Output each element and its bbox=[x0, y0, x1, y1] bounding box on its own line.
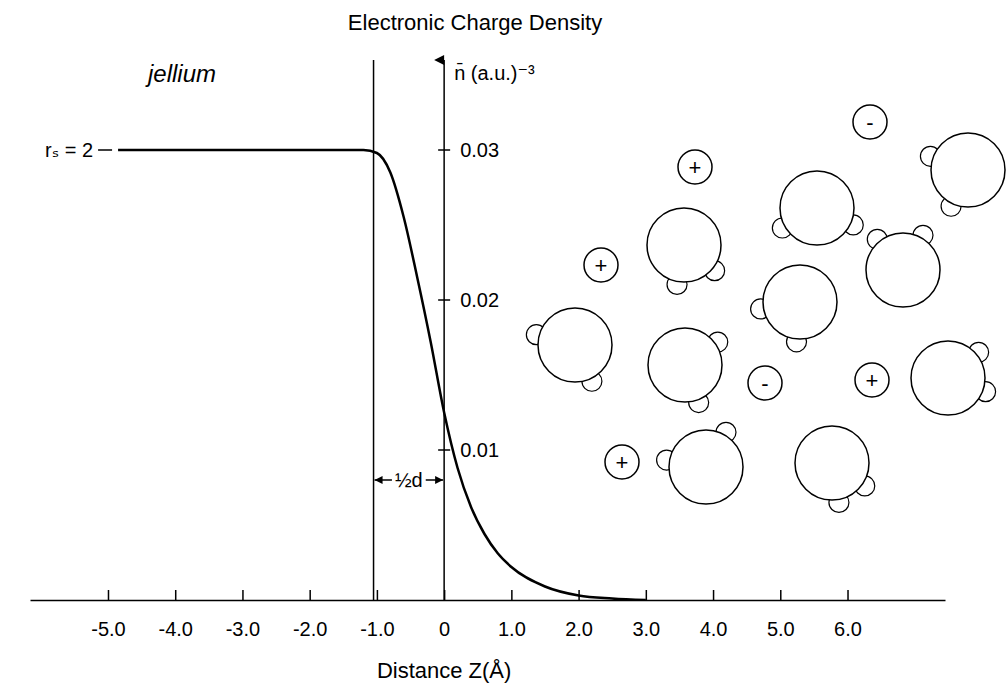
y-tick: 0.03 bbox=[438, 139, 499, 161]
y-axis: 0.01 0.02 0.03 bbox=[438, 139, 499, 461]
x-tick-label: -2.0 bbox=[293, 618, 327, 640]
ion: + bbox=[584, 248, 618, 282]
water-molecule bbox=[751, 265, 837, 352]
x-tick-label: 4.0 bbox=[700, 618, 728, 640]
ion-label: + bbox=[866, 368, 879, 393]
y-tick-mark bbox=[438, 449, 450, 451]
y-axis-line bbox=[443, 60, 445, 600]
density-curve bbox=[118, 150, 646, 600]
half-d-arrow bbox=[375, 479, 392, 481]
oxygen bbox=[648, 328, 722, 402]
y-tick-mark bbox=[438, 149, 450, 151]
ion: + bbox=[855, 363, 889, 397]
x-tick-mark bbox=[309, 590, 311, 600]
x-tick: -3.0 bbox=[226, 590, 260, 640]
ion-circle bbox=[748, 366, 782, 400]
x-tick-mark bbox=[780, 590, 782, 600]
water-molecule bbox=[795, 426, 875, 512]
x-tick-label: 0 bbox=[439, 618, 450, 640]
half-d-arrow bbox=[426, 479, 443, 481]
ion-label: + bbox=[689, 155, 702, 180]
x-tick: 3.0 bbox=[632, 590, 660, 640]
water-molecule bbox=[772, 171, 863, 245]
ion-circle bbox=[678, 150, 712, 184]
ions: + + - - + + bbox=[584, 105, 889, 479]
x-tick-label: 3.0 bbox=[632, 618, 660, 640]
oxygen bbox=[780, 171, 854, 245]
oxygen bbox=[538, 308, 612, 382]
y-axis-title: n̄ (a.u.)⁻³ bbox=[454, 62, 535, 84]
x-tick: 5.0 bbox=[767, 590, 795, 640]
level-dash bbox=[98, 149, 112, 151]
ion-circle bbox=[584, 248, 618, 282]
ion: - bbox=[853, 105, 887, 139]
x-tick-mark bbox=[242, 590, 244, 600]
x-axis-title: Distance Z(Å) bbox=[377, 658, 511, 683]
chart: -5.0 -4.0 -3.0 -2.0 -1.0 0 1.0 2.0 3.0 4.0 5.0 6.0 0… bbox=[0, 0, 1007, 693]
chart-title: Electronic Charge Density bbox=[348, 10, 602, 35]
y-tick-label: 0.02 bbox=[460, 289, 499, 311]
water-molecule bbox=[911, 341, 996, 415]
x-tick: 4.0 bbox=[700, 590, 728, 640]
x-tick: -5.0 bbox=[91, 590, 125, 640]
ion-circle bbox=[605, 445, 639, 479]
water-molecule bbox=[647, 208, 725, 294]
y-tick-label: 0.01 bbox=[460, 439, 499, 461]
ion-label: + bbox=[616, 450, 629, 475]
x-tick-label: -5.0 bbox=[91, 618, 125, 640]
x-tick: -2.0 bbox=[293, 590, 327, 640]
annotation: jellium bbox=[145, 60, 216, 87]
x-tick-label: -4.0 bbox=[158, 618, 192, 640]
oxygen bbox=[911, 341, 985, 415]
ion: + bbox=[605, 445, 639, 479]
x-tick: 6.0 bbox=[834, 590, 862, 640]
x-tick-label: 1.0 bbox=[498, 618, 526, 640]
water-molecule bbox=[866, 225, 940, 307]
plot-area bbox=[118, 150, 646, 600]
water-molecule bbox=[657, 422, 743, 504]
ion-label: - bbox=[761, 371, 768, 396]
oxygen bbox=[669, 430, 743, 504]
x-axis: -5.0 -4.0 -3.0 -2.0 -1.0 0 1.0 2.0 3.0 4.0 5.0 6.0 bbox=[31, 590, 946, 640]
ion-label: + bbox=[595, 253, 608, 278]
ion-circle bbox=[853, 105, 887, 139]
oxygen bbox=[795, 426, 869, 500]
x-tick-label: -1.0 bbox=[360, 618, 394, 640]
ion: + bbox=[678, 150, 712, 184]
ion: - bbox=[748, 366, 782, 400]
oxygen bbox=[931, 133, 1005, 207]
x-tick-mark bbox=[175, 590, 177, 600]
x-tick-label: 5.0 bbox=[767, 618, 795, 640]
x-tick-mark bbox=[713, 590, 715, 600]
solvent bbox=[526, 133, 1005, 512]
x-tick-label: 6.0 bbox=[834, 618, 862, 640]
half-d-label: ½d bbox=[395, 469, 423, 491]
water-molecule bbox=[920, 133, 1005, 216]
x-tick: 1.0 bbox=[498, 590, 526, 640]
x-tick-mark bbox=[847, 590, 849, 600]
x-tick-mark bbox=[108, 590, 110, 600]
ion-circle bbox=[855, 363, 889, 397]
x-tick: -4.0 bbox=[158, 590, 192, 640]
water-molecule bbox=[526, 308, 612, 391]
x-tick: -1.0 bbox=[360, 590, 394, 640]
x-axis-line bbox=[31, 600, 946, 602]
x-tick-label: -3.0 bbox=[226, 618, 260, 640]
ion-label: - bbox=[866, 110, 873, 135]
oxygen bbox=[647, 208, 721, 282]
x-tick-mark bbox=[646, 590, 648, 600]
oxygen bbox=[763, 265, 837, 339]
x-tick-mark bbox=[511, 590, 513, 600]
oxygen bbox=[866, 233, 940, 307]
y-tick: 0.02 bbox=[438, 289, 499, 311]
y-tick-mark bbox=[438, 299, 450, 301]
level-label: rₛ = 2 bbox=[45, 139, 93, 161]
x-tick-label: 2.0 bbox=[565, 618, 593, 640]
x-tick-mark bbox=[377, 590, 379, 600]
y-tick: 0.01 bbox=[438, 439, 499, 461]
y-tick-label: 0.03 bbox=[460, 139, 499, 161]
water-molecule bbox=[648, 328, 728, 413]
jellium-edge bbox=[373, 60, 375, 600]
